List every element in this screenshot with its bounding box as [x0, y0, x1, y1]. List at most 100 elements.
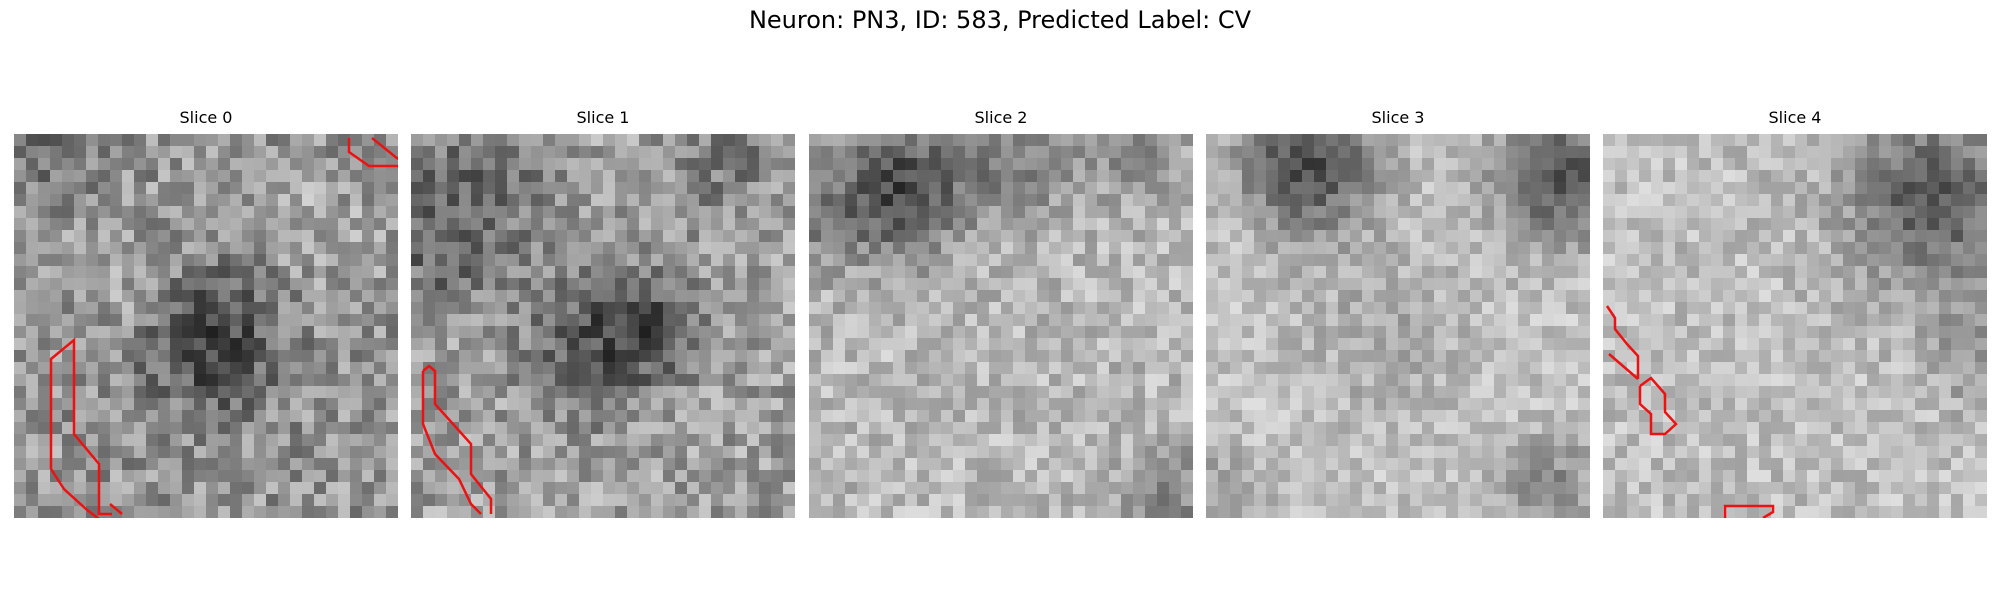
pixel: [242, 422, 255, 435]
pixel: [1639, 362, 1652, 375]
pixel: [1242, 170, 1255, 183]
pixel: [531, 446, 544, 459]
pixel: [483, 422, 496, 435]
pixel: [929, 326, 942, 339]
pixel: [483, 218, 496, 231]
pixel: [869, 338, 882, 351]
pixel: [1157, 218, 1170, 231]
pixel: [1542, 134, 1555, 147]
pixel: [639, 314, 652, 327]
pixel: [1446, 146, 1459, 159]
pixel: [615, 158, 628, 171]
pixel: [1109, 458, 1122, 471]
pixel: [1530, 458, 1543, 471]
pixel: [50, 254, 63, 267]
pixel: [1386, 422, 1399, 435]
pixel: [242, 374, 255, 387]
pixel: [771, 134, 784, 147]
pixel: [14, 182, 27, 195]
pixel: [1061, 134, 1074, 147]
pixel: [230, 458, 243, 471]
pixel: [1338, 362, 1351, 375]
pixel: [1290, 386, 1303, 399]
pixel: [1867, 398, 1880, 411]
pixel: [1085, 266, 1098, 279]
pixel: [1218, 482, 1231, 495]
pixel: [1230, 158, 1243, 171]
pixel: [639, 374, 652, 387]
pixel: [857, 158, 870, 171]
pixel: [1687, 398, 1700, 411]
pixel: [435, 218, 448, 231]
pixel: [941, 290, 954, 303]
pixel: [495, 158, 508, 171]
pixel: [1699, 182, 1712, 195]
pixel: [1422, 254, 1435, 267]
pixel: [555, 338, 568, 351]
pixel: [302, 218, 315, 231]
pixel: [1843, 242, 1856, 255]
pixel: [1627, 410, 1640, 423]
pixel: [194, 434, 207, 447]
pixel: [26, 494, 39, 507]
pixel: [1807, 434, 1820, 447]
pixel: [38, 470, 51, 483]
pixel: [86, 350, 99, 363]
pixel: [1290, 158, 1303, 171]
pixel: [206, 158, 219, 171]
pixel: [134, 182, 147, 195]
pixel: [1603, 146, 1616, 159]
pixel: [821, 386, 834, 399]
pixel: [254, 338, 267, 351]
pixel: [1542, 458, 1555, 471]
pixel: [543, 146, 556, 159]
pixel: [182, 470, 195, 483]
pixel: [953, 158, 966, 171]
pixel: [1157, 314, 1170, 327]
pixel: [1783, 482, 1796, 495]
pixel: [1374, 458, 1387, 471]
pixel: [1434, 278, 1447, 291]
pixel: [362, 374, 375, 387]
pixel: [687, 494, 700, 507]
pixel: [977, 338, 990, 351]
pixel: [747, 314, 760, 327]
pixel: [1603, 506, 1616, 518]
pixel: [1554, 362, 1567, 375]
pixel: [555, 470, 568, 483]
pixel: [917, 362, 930, 375]
pixel: [1831, 494, 1844, 507]
pixel: [338, 374, 351, 387]
pixel: [1831, 278, 1844, 291]
pixel: [881, 218, 894, 231]
pixel: [1747, 206, 1760, 219]
pixel: [531, 470, 544, 483]
pixel: [50, 266, 63, 279]
pixel: [1747, 230, 1760, 243]
pixel: [845, 182, 858, 195]
pixel: [1723, 422, 1736, 435]
pixel: [1915, 254, 1928, 267]
pixel: [1530, 242, 1543, 255]
pixel: [1109, 158, 1122, 171]
pixel: [809, 158, 822, 171]
pixel: [507, 290, 520, 303]
pixel: [1266, 326, 1279, 339]
pixel: [1037, 434, 1050, 447]
pixel: [1843, 482, 1856, 495]
pixel: [74, 170, 87, 183]
pixel: [1037, 470, 1050, 483]
pixel: [1819, 434, 1832, 447]
pixel: [627, 386, 640, 399]
pixel: [74, 254, 87, 267]
pixel: [543, 278, 556, 291]
pixel: [1434, 482, 1447, 495]
pixel: [1025, 182, 1038, 195]
pixel: [483, 266, 496, 279]
pixel: [1735, 218, 1748, 231]
pixel: [1458, 446, 1471, 459]
pixel: [1242, 206, 1255, 219]
pixel: [1687, 182, 1700, 195]
pixel: [471, 374, 484, 387]
pixel: [543, 254, 556, 267]
